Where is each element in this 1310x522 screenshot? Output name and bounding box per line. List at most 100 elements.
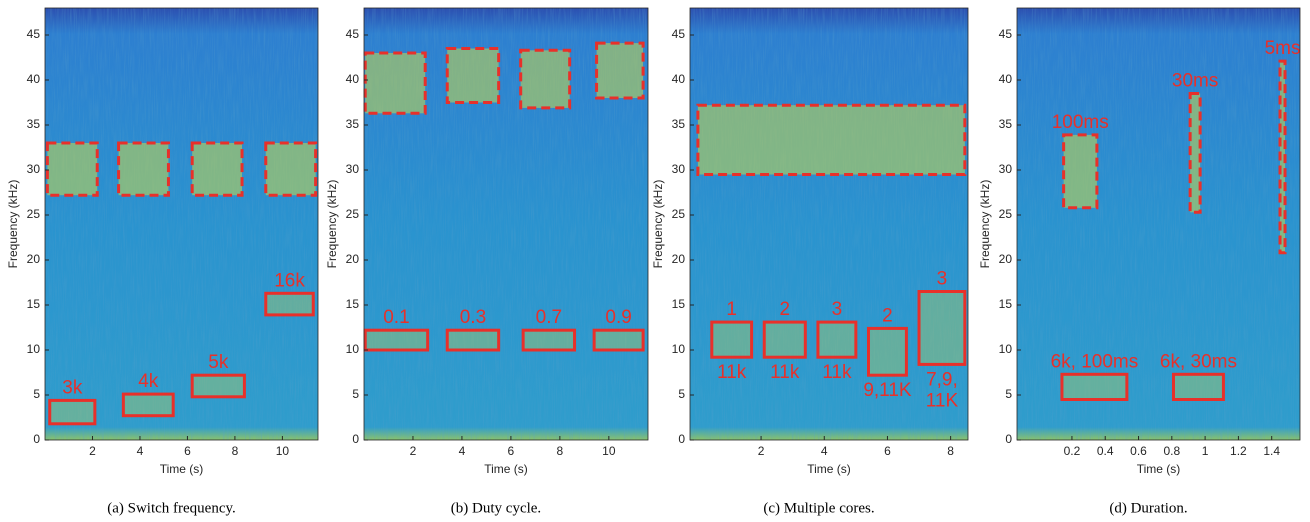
y-tick-label: 25 [27, 207, 41, 221]
dashed-region [264, 141, 318, 197]
x-tick-label: 8 [232, 444, 239, 458]
annotation-label: 7,9, [926, 369, 958, 390]
annotation-label: 2 [882, 305, 893, 326]
dashed-region [117, 141, 170, 197]
x-tick-label: 0.2 [1064, 444, 1081, 458]
annotation-label: 5k [208, 352, 229, 373]
spectrogram-texture [1017, 8, 1300, 440]
signal-band [365, 53, 426, 114]
annotation-label: 100ms [1052, 112, 1109, 133]
x-tick-label: 10 [602, 444, 616, 458]
signal-band [919, 291, 965, 365]
signal-band [868, 328, 907, 376]
y-tick-label: 35 [27, 117, 41, 131]
y-tick-label: 20 [672, 252, 686, 266]
x-tick-label: 0.6 [1130, 444, 1147, 458]
solid-region [866, 326, 908, 377]
dashed-region [445, 47, 501, 104]
y-tick-label: 5 [33, 387, 40, 401]
dashed-region [363, 51, 427, 115]
signal-band [123, 394, 174, 416]
y-tick-label: 45 [27, 27, 41, 41]
x-tick-label: 2 [89, 444, 96, 458]
x-tick-label: 4 [459, 444, 466, 458]
y-tick-label: 0 [33, 432, 40, 446]
signal-band [764, 322, 806, 358]
annotation-label: 3 [832, 299, 843, 320]
x-tick-label: 6 [508, 444, 515, 458]
y-tick-label: 10 [672, 342, 686, 356]
signal-band [118, 143, 169, 196]
dashed-region [1188, 92, 1202, 214]
y-tick-label: 0 [352, 432, 359, 446]
x-axis-label: Time (s) [160, 462, 204, 476]
y-tick-label: 10 [999, 342, 1013, 356]
signal-band [1173, 374, 1224, 400]
annotation-label: 6k, 100ms [1051, 351, 1139, 372]
dashed-region [1062, 133, 1099, 210]
x-tick-label: 4 [137, 444, 144, 458]
signal-band [1061, 374, 1127, 400]
solid-region [917, 290, 967, 366]
annotation-label: 1 [726, 299, 737, 320]
solid-region [121, 392, 175, 418]
x-tick-label: 4 [821, 444, 828, 458]
y-tick-label: 5 [1005, 387, 1012, 401]
y-tick-label: 25 [346, 207, 360, 221]
solid-region [48, 398, 97, 426]
y-tick-label: 20 [999, 252, 1013, 266]
signal-band [817, 322, 856, 358]
y-axis-label: Frequency (kHz) [651, 180, 665, 269]
annotation-label: 0.7 [536, 307, 562, 328]
y-tick-label: 40 [672, 72, 686, 86]
x-tick-label: 2 [410, 444, 417, 458]
y-tick-label: 35 [999, 117, 1013, 131]
annotation-label: 4k [138, 371, 159, 392]
plot-frame [1016, 7, 1301, 441]
signal-band [697, 105, 965, 175]
solid-region [521, 328, 577, 352]
y-tick-label: 15 [999, 297, 1013, 311]
annotation-label: 5ms [1265, 38, 1301, 59]
solid-region [592, 328, 645, 352]
spectrogram-texture [690, 8, 968, 440]
y-tick-label: 30 [346, 162, 360, 176]
y-tick-label: 40 [27, 72, 41, 86]
signal-band [711, 322, 752, 358]
x-tick-label: 6 [884, 444, 891, 458]
caption: (c) Multiple cores. [763, 500, 874, 516]
signal-band [594, 330, 644, 350]
annotation-label: 11k [822, 362, 852, 383]
signal-band [1063, 134, 1097, 208]
x-tick-label: 6 [184, 444, 191, 458]
y-tick-label: 25 [999, 207, 1013, 221]
y-tick-label: 15 [672, 297, 686, 311]
y-tick-label: 20 [346, 252, 360, 266]
caption: (b) Duty cycle. [451, 500, 541, 516]
annotation-label: 3k [62, 377, 83, 398]
annotation-label: 2 [779, 299, 790, 320]
y-tick-label: 25 [672, 207, 686, 221]
y-tick-label: 45 [672, 27, 686, 41]
signal-band [523, 330, 575, 350]
x-tick-label: 1 [1202, 444, 1209, 458]
caption: (a) Switch frequency. [107, 500, 236, 516]
solid-region [190, 373, 246, 399]
y-tick-label: 30 [672, 162, 686, 176]
solid-region [445, 328, 501, 352]
x-tick-label: 10 [276, 444, 290, 458]
annotation-label: 9,11K [863, 380, 912, 401]
y-tick-label: 10 [27, 342, 41, 356]
solid-region [710, 320, 754, 359]
x-tick-label: 8 [947, 444, 954, 458]
signal-band [1280, 61, 1286, 253]
annotation-label: 30ms [1172, 71, 1218, 92]
solid-region [762, 320, 807, 359]
dashed-region [519, 48, 572, 110]
y-axis-label: Frequency (kHz) [325, 180, 339, 269]
y-tick-label: 30 [999, 162, 1013, 176]
solid-region [1171, 372, 1225, 401]
annotation-label: 16k [274, 270, 305, 291]
spectrogram-texture [45, 8, 318, 440]
